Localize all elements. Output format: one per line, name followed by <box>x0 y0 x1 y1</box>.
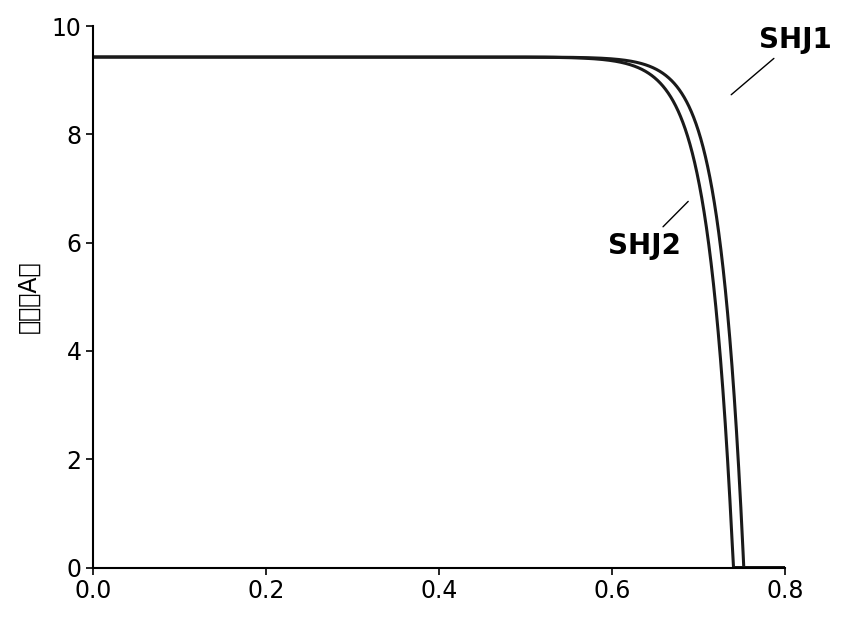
Text: SHJ1: SHJ1 <box>731 26 832 95</box>
Text: SHJ2: SHJ2 <box>608 202 689 260</box>
Y-axis label: 电流（A）: 电流（A） <box>17 260 41 333</box>
